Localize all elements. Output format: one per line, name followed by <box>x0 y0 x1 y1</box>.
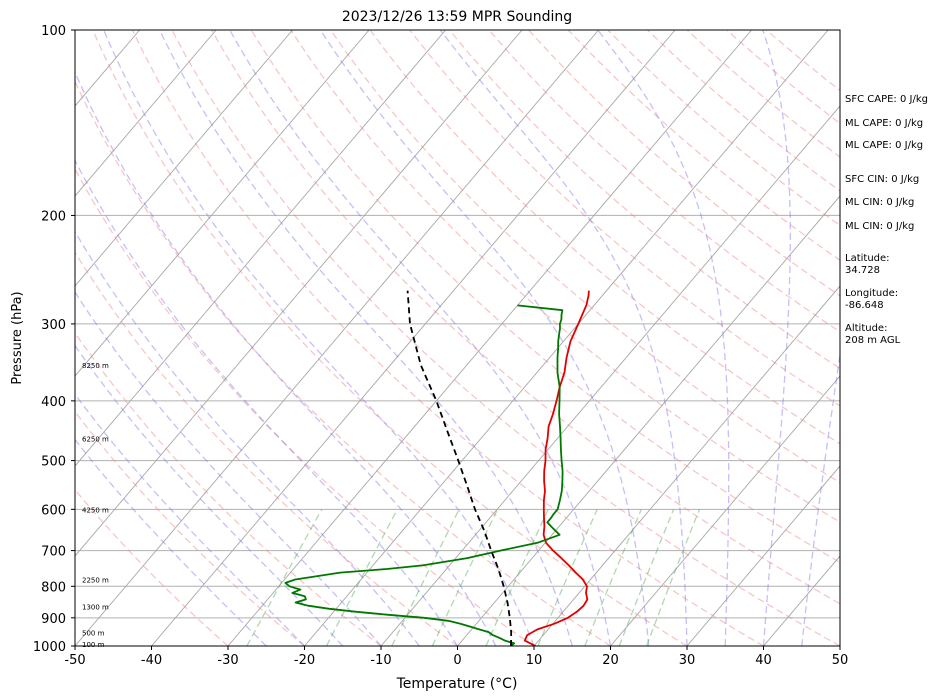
height-labels: 100 m 500 m 1300 m 2250 m 4250 m 6250 m 8250 m <box>82 362 109 649</box>
longitude-label: Longitude: <box>845 288 898 299</box>
side-panel: SFC CAPE: 0 J/kg ML CAPE: 0 J/kg ML CAPE… <box>845 94 928 346</box>
dry-adiabat-line <box>171 30 840 646</box>
y-tick-label: 500 <box>41 455 66 470</box>
dry-adiabat-line <box>131 30 764 646</box>
dry-adiabat-line <box>75 410 305 646</box>
x-tick-label: 40 <box>755 653 772 668</box>
isotherm-line <box>533 285 840 646</box>
x-tick-label: -30 <box>217 653 238 668</box>
height-label: 2250 m <box>82 577 109 585</box>
x-axis-label: Temperature (°C) <box>396 676 518 692</box>
isotherm-line <box>610 375 840 646</box>
y-axis-label: Pressure (hPa) <box>10 291 25 384</box>
dewpoint-trace <box>284 304 564 646</box>
axis-ticks: -50 -40 -30 -20 -10 0 10 20 30 40 50 1000 900 800 700 6… <box>33 24 848 668</box>
y-tick-label: 900 <box>41 612 66 627</box>
mixing-ratio-line <box>645 509 701 646</box>
moist-adiabat-line <box>75 159 459 646</box>
sounding-traces <box>284 290 590 646</box>
altitude-value: 208 m AGL <box>845 335 901 346</box>
moist-adiabat-line <box>75 438 267 646</box>
mixing-ratio-line <box>391 509 460 646</box>
y-tick-label: 800 <box>41 580 66 595</box>
x-tick-label: -50 <box>64 653 85 668</box>
ml-cape-text: ML CAPE: 0 J/kg <box>845 118 923 129</box>
sfc-cin-text: SFC CIN: 0 J/kg <box>845 174 919 185</box>
y-tick-label: 1000 <box>33 640 66 655</box>
height-label: 500 m <box>82 629 105 637</box>
parcel-profile-trace <box>406 290 513 646</box>
longitude-value: -86.648 <box>845 300 884 311</box>
isotherm-line <box>686 465 840 646</box>
mixing-ratio-line <box>325 508 398 646</box>
ml-cin-text: ML CIN: 0 J/kg <box>845 197 914 208</box>
y-tick-label: 200 <box>41 209 66 224</box>
ml-cape-text-2: ML CAPE: 0 J/kg <box>845 140 923 151</box>
temperature-trace <box>523 290 590 646</box>
dry-adiabat-line <box>92 30 688 646</box>
latitude-label: Latitude: <box>845 253 890 264</box>
ml-cin-text-2: ML CIN: 0 J/kg <box>845 221 914 232</box>
y-tick-label: 400 <box>41 395 66 410</box>
dry-adiabat-line <box>75 331 382 646</box>
isotherm-line <box>457 195 840 646</box>
height-label: 6250 m <box>82 435 109 443</box>
x-tick-label: 50 <box>832 653 849 668</box>
moist-adiabat-line <box>75 290 382 646</box>
moist-adiabat-line <box>75 344 344 646</box>
moist-adiabat-line <box>229 30 612 646</box>
dry-adiabat-line <box>211 30 840 605</box>
x-tick-label: -10 <box>370 653 391 668</box>
moist-adiabat-line <box>762 30 791 646</box>
mixing-ratio-line <box>618 509 675 646</box>
isotherm-line <box>75 30 370 377</box>
moist-adiabat-line <box>597 30 730 646</box>
moist-adiabat-line <box>75 70 497 646</box>
latitude-value: 34.728 <box>845 265 880 276</box>
x-tick-label: 10 <box>526 653 543 668</box>
moist-adiabat-line <box>103 30 535 646</box>
moist-adiabat-line <box>439 30 688 646</box>
x-tick-label: 30 <box>679 653 696 668</box>
height-label: 100 m <box>82 641 105 649</box>
height-label: 1300 m <box>82 604 109 612</box>
x-tick-label: -20 <box>294 653 315 668</box>
x-tick-label: 20 <box>602 653 619 668</box>
plot-background <box>75 30 840 646</box>
dry-adiabat-line <box>75 251 458 646</box>
sfc-cape-text: SFC CAPE: 0 J/kg <box>845 94 928 105</box>
isotherm-line <box>75 30 446 467</box>
isotherm-line <box>75 30 217 197</box>
y-tick-label: 600 <box>41 503 66 518</box>
y-tick-label: 100 <box>41 24 66 39</box>
mixing-ratio-line <box>246 508 323 646</box>
moist-adiabat-line <box>75 230 420 646</box>
y-tick-label: 700 <box>41 545 66 560</box>
moist-adiabat-line <box>75 393 305 646</box>
dry-adiabat-line <box>75 167 535 646</box>
isotherm-line <box>380 105 840 646</box>
moist-adiabat-line <box>159 30 573 646</box>
isotherm-line <box>75 30 523 557</box>
isotherm-line <box>227 30 752 646</box>
y-tick-label: 300 <box>41 318 66 333</box>
height-label: 8250 m <box>82 362 109 370</box>
height-label: 4250 m <box>82 506 109 514</box>
isotherm-line <box>304 30 829 646</box>
altitude-label: Altitude: <box>845 323 887 334</box>
x-tick-label: -40 <box>141 653 162 668</box>
dry-adiabat-line <box>250 30 840 564</box>
x-tick-label: 0 <box>453 653 461 668</box>
isotherm-line <box>75 30 599 646</box>
moist-adiabat-line <box>319 30 650 646</box>
chart-title: 2023/12/26 13:59 MPR Sounding <box>342 9 572 25</box>
isotherm-line <box>75 30 293 287</box>
dry-adiabat-line <box>75 80 611 646</box>
